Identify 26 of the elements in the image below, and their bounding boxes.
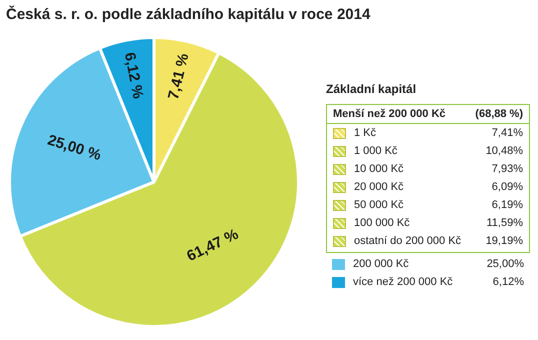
- data-label: 25,00 %: [46, 132, 104, 164]
- text: 1 000 Kč: [354, 145, 398, 157]
- text: 11,59%: [486, 217, 523, 229]
- text: 100 000 Kč: [354, 217, 411, 229]
- text: 7,41%: [492, 127, 523, 139]
- data-label: 7,41 %: [165, 52, 192, 102]
- text: 10 000 Kč: [354, 163, 405, 175]
- text: 20 000 Kč: [354, 181, 405, 193]
- legend-title: Základní kapitál: [326, 82, 418, 96]
- text: 10,48%: [486, 145, 523, 157]
- data-label: 6,12 %: [120, 51, 146, 100]
- legend-label: více než 200 000 Kč: [353, 276, 454, 288]
- text: 7,93%: [492, 163, 523, 175]
- legend-label: 1 Kč: [354, 127, 378, 139]
- text: ostatní do 200 000 Kč: [354, 235, 462, 247]
- legend-label: 200 000 Kč: [353, 258, 410, 270]
- text: 50 000 Kč: [354, 199, 405, 211]
- text: Menší než 200 000 Kč: [333, 108, 447, 120]
- text: (68,88 %): [475, 108, 523, 120]
- data-label: 61,47 %: [184, 226, 242, 266]
- chart-title: Česká s. r. o. podle základního kapitálu v roce 2014: [6, 6, 370, 23]
- text: 6,12%: [492, 276, 524, 288]
- text: 25,00%: [486, 258, 524, 270]
- text: 6,19%: [492, 199, 523, 211]
- text: 6,09%: [492, 181, 523, 193]
- text: 19,19%: [486, 235, 523, 247]
